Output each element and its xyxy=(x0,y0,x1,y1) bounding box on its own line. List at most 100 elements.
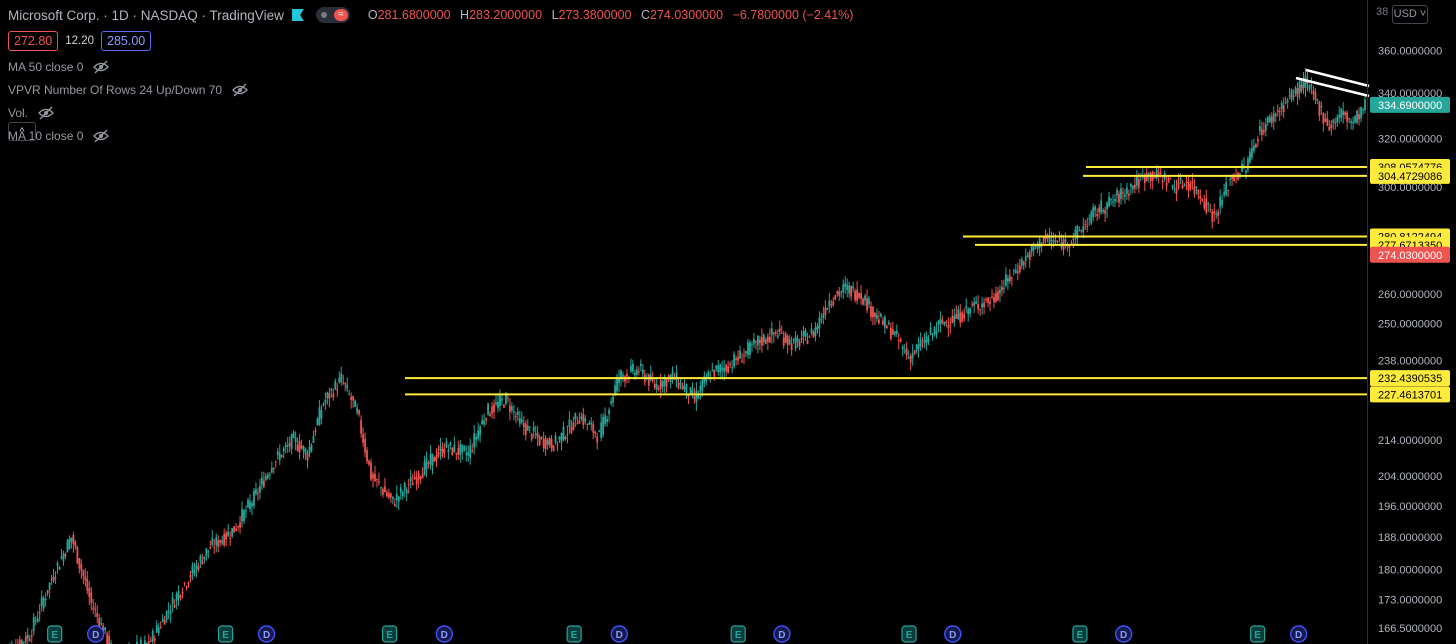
candle-body xyxy=(243,510,245,522)
candle-body xyxy=(695,390,698,403)
candle-body xyxy=(1076,226,1079,240)
candle-body xyxy=(20,640,23,644)
y-axis-tick-label: 196.0000000 xyxy=(1378,501,1442,513)
candle-body xyxy=(485,418,487,421)
candle-body xyxy=(546,440,549,445)
candle-body xyxy=(905,348,908,356)
indicator-ma10[interactable]: MA 10 close 0 xyxy=(8,129,110,143)
candle-body xyxy=(715,365,718,369)
candle-body xyxy=(626,374,628,377)
flag-icon[interactable] xyxy=(291,9,304,21)
indicator-vpvr[interactable]: VPVR Number Of Rows 24 Up/Down 70 xyxy=(8,83,249,97)
candle-body xyxy=(1197,189,1200,195)
candle-body xyxy=(495,402,497,405)
price-axis[interactable]: 360.0000000340.0000000320.0000000300.000… xyxy=(1378,45,1442,635)
candle-body xyxy=(328,393,331,399)
candle-body xyxy=(1219,196,1222,208)
candle-body xyxy=(1189,183,1192,189)
candle-body xyxy=(618,377,620,384)
candle-body xyxy=(812,331,815,338)
candle-body xyxy=(260,477,263,485)
currency-dropdown[interactable]: USD ˅ xyxy=(1392,5,1428,24)
candle-body xyxy=(197,566,200,570)
candle-body xyxy=(149,640,152,642)
candle-body xyxy=(213,547,216,549)
candle-body xyxy=(288,442,291,446)
candle-body xyxy=(90,592,93,603)
event-marker-label: D xyxy=(1120,630,1127,641)
candle-body xyxy=(1260,129,1263,135)
candle-body xyxy=(562,426,565,440)
candle-body xyxy=(387,493,390,498)
candle-body xyxy=(538,436,541,446)
eye-hidden-icon[interactable] xyxy=(93,129,110,143)
candle-body xyxy=(963,313,966,319)
candle-body xyxy=(961,312,964,322)
eye-hidden-icon[interactable] xyxy=(38,106,54,120)
candle-body xyxy=(1338,114,1341,118)
candle-body xyxy=(891,329,894,335)
candle-body xyxy=(679,382,682,385)
candle-body xyxy=(985,299,987,301)
candle-body xyxy=(764,339,767,344)
candle-body xyxy=(143,640,146,644)
candle-body xyxy=(308,446,311,455)
candle-body xyxy=(602,416,605,435)
candle-body xyxy=(435,455,438,461)
candle-body xyxy=(38,611,41,613)
candle-body xyxy=(1169,178,1172,180)
buy-price-button[interactable]: 285.00 xyxy=(101,31,152,51)
sell-price-button[interactable]: 272.80 xyxy=(8,31,59,51)
earnings-marker xyxy=(217,625,234,643)
symbol-title[interactable]: Microsoft Corp. · 1D · NASDAQ · TradingV… xyxy=(8,7,284,23)
collapse-legend-button[interactable]: ^ xyxy=(8,122,36,141)
candle-body xyxy=(548,438,551,446)
candle-body xyxy=(766,336,769,342)
candle-body xyxy=(1149,173,1152,182)
candle-body xyxy=(332,393,335,398)
candle-body xyxy=(753,339,755,344)
candle-body xyxy=(1001,287,1003,291)
candle-body xyxy=(633,372,636,376)
candle-body xyxy=(44,598,47,601)
candle-body xyxy=(693,396,696,400)
candle-body xyxy=(1276,110,1279,112)
candle-body xyxy=(322,403,325,405)
compare-toggle[interactable]: ≈ xyxy=(315,7,350,23)
candle-body xyxy=(790,343,793,351)
candle-body xyxy=(28,638,31,641)
candle-body xyxy=(302,446,305,452)
candle-body xyxy=(312,436,315,443)
candle-body xyxy=(1155,168,1158,179)
candle-body xyxy=(866,298,868,311)
candle-body xyxy=(828,300,831,307)
candle-body xyxy=(405,489,408,494)
candle-body xyxy=(1131,185,1134,190)
indicator-volume[interactable]: Vol. xyxy=(8,106,54,120)
event-marker-label: E xyxy=(1077,630,1084,641)
candle-body xyxy=(463,446,466,451)
candle-body xyxy=(1356,110,1358,123)
candle-body xyxy=(1183,184,1186,187)
candle-body xyxy=(1233,175,1235,182)
last-price-tag-bg xyxy=(1370,96,1450,113)
candle-body xyxy=(453,444,456,452)
candle-body xyxy=(1005,274,1007,286)
candle-body xyxy=(1362,109,1364,111)
eye-hidden-icon[interactable] xyxy=(232,83,249,97)
eye-hidden-icon[interactable] xyxy=(93,60,110,74)
candle-body xyxy=(46,589,49,593)
candle-body xyxy=(1302,78,1305,88)
chart-header: Microsoft Corp. · 1D · NASDAQ · TradingV… xyxy=(8,4,859,26)
indicator-ma50[interactable]: MA 50 close 0 xyxy=(8,60,110,74)
candle-body xyxy=(822,313,825,319)
candle-body xyxy=(259,485,261,493)
candle-body xyxy=(596,436,599,443)
earnings-marker xyxy=(730,625,746,643)
candle-body xyxy=(1193,186,1196,194)
candle-body xyxy=(352,396,355,401)
candle-body xyxy=(647,374,650,386)
candle-body xyxy=(850,286,853,297)
candle-body xyxy=(1358,114,1360,120)
